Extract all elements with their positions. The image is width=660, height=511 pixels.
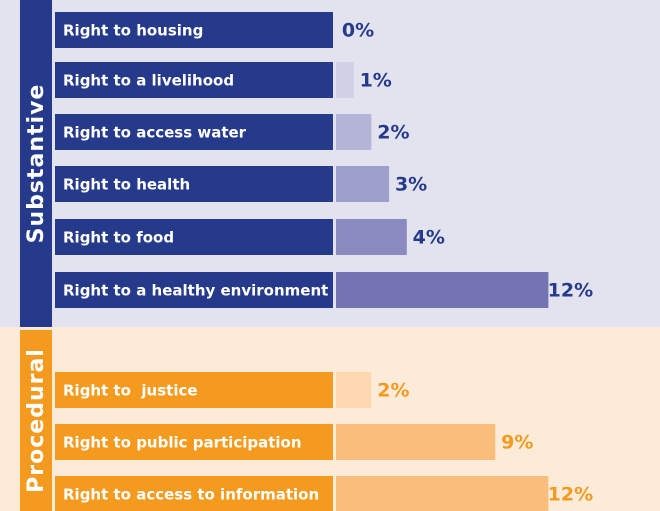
- category-box: [55, 166, 333, 202]
- category-box: [55, 476, 333, 511]
- value-label: 4%: [413, 227, 445, 249]
- category-label: Right to housing: [63, 22, 203, 40]
- value-label: 1%: [360, 70, 392, 92]
- category-label: Right to justice: [63, 382, 198, 400]
- value-label: 2%: [377, 380, 409, 402]
- category-box: [55, 114, 333, 150]
- category-box: [55, 372, 333, 408]
- value-label: 2%: [377, 122, 409, 144]
- category-label: Right to access to information: [63, 486, 319, 504]
- category-label: Right to food: [63, 229, 174, 247]
- bar: [336, 476, 549, 511]
- group-title: Procedural: [24, 348, 49, 493]
- value-label: 9%: [501, 432, 533, 454]
- group-strip: [20, 330, 52, 511]
- category-label: Right to a healthy environment: [63, 282, 328, 300]
- category-box: [55, 12, 333, 48]
- bar: [336, 372, 372, 408]
- value-label: 12%: [548, 280, 593, 302]
- category-label: Right to a livelihood: [63, 72, 234, 90]
- group-strip: [20, 0, 52, 327]
- category-label: Right to health: [63, 176, 190, 194]
- bar: [336, 219, 407, 255]
- bar: [336, 424, 496, 460]
- value-label: 0%: [342, 20, 374, 42]
- group-title: Substantive: [24, 84, 49, 244]
- category-box: [55, 62, 333, 98]
- category-box: [55, 272, 333, 308]
- value-label: 12%: [548, 484, 593, 506]
- bar: [336, 272, 549, 308]
- bar: [336, 166, 390, 202]
- category-label: Right to access water: [63, 124, 247, 142]
- category-label: Right to public participation: [63, 434, 302, 452]
- category-box: [55, 424, 333, 460]
- category-box: [55, 219, 333, 255]
- bar: [336, 114, 372, 150]
- value-label: 3%: [395, 174, 427, 196]
- bar: [336, 62, 354, 98]
